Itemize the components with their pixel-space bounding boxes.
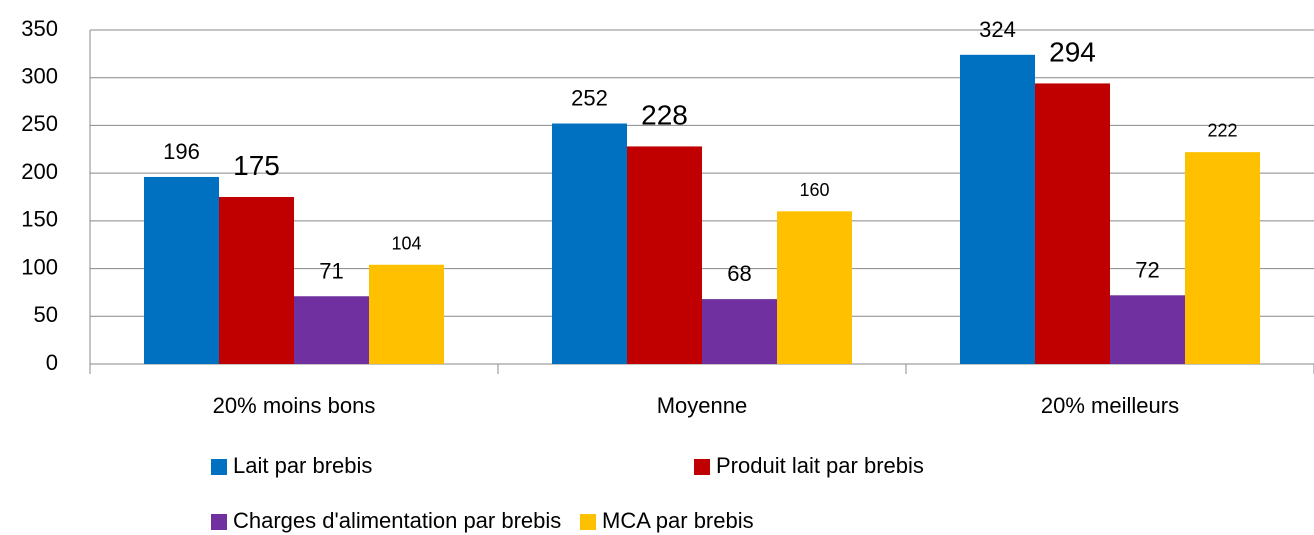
bar xyxy=(219,197,294,364)
data-label: 68 xyxy=(727,261,751,286)
y-tick-label: 100 xyxy=(21,254,58,279)
data-label: 196 xyxy=(163,139,200,164)
data-label: 222 xyxy=(1207,121,1237,141)
legend-label: Charges d'alimentation par brebis xyxy=(233,508,561,533)
y-tick-label: 150 xyxy=(21,207,58,232)
data-label: 294 xyxy=(1049,37,1096,68)
legend-swatch xyxy=(580,514,596,530)
data-label: 175 xyxy=(233,150,280,181)
bar xyxy=(1110,295,1185,364)
legend-label: Produit lait par brebis xyxy=(716,453,924,478)
y-tick-label: 0 xyxy=(46,350,58,375)
y-tick-label: 300 xyxy=(21,64,58,89)
data-label: 104 xyxy=(391,233,421,253)
bar xyxy=(369,264,444,364)
bar xyxy=(552,123,627,365)
data-label: 160 xyxy=(799,180,829,200)
data-label: 71 xyxy=(319,258,343,283)
legend-swatch xyxy=(211,459,227,475)
x-tick-label: 20% moins bons xyxy=(213,393,376,418)
y-tick-label: 350 xyxy=(21,16,58,41)
y-tick-label: 50 xyxy=(34,302,58,327)
data-label: 72 xyxy=(1135,257,1159,282)
data-label: 324 xyxy=(979,17,1016,42)
bar xyxy=(1185,152,1260,364)
bar xyxy=(960,54,1035,364)
bar xyxy=(144,176,219,364)
bar xyxy=(702,299,777,364)
y-tick-label: 250 xyxy=(21,111,58,136)
y-tick-label: 200 xyxy=(21,159,58,184)
legend-label: Lait par brebis xyxy=(233,453,372,478)
x-tick-label: 20% meilleurs xyxy=(1041,393,1179,418)
data-label: 252 xyxy=(571,86,608,111)
x-tick-label: Moyenne xyxy=(657,393,748,418)
legend-label: MCA par brebis xyxy=(602,508,754,533)
bar xyxy=(1035,83,1110,364)
legend-swatch xyxy=(694,459,710,475)
bar xyxy=(627,146,702,364)
legend-swatch xyxy=(211,514,227,530)
bar xyxy=(294,296,369,364)
data-label: 228 xyxy=(641,100,688,131)
bar xyxy=(777,211,852,364)
